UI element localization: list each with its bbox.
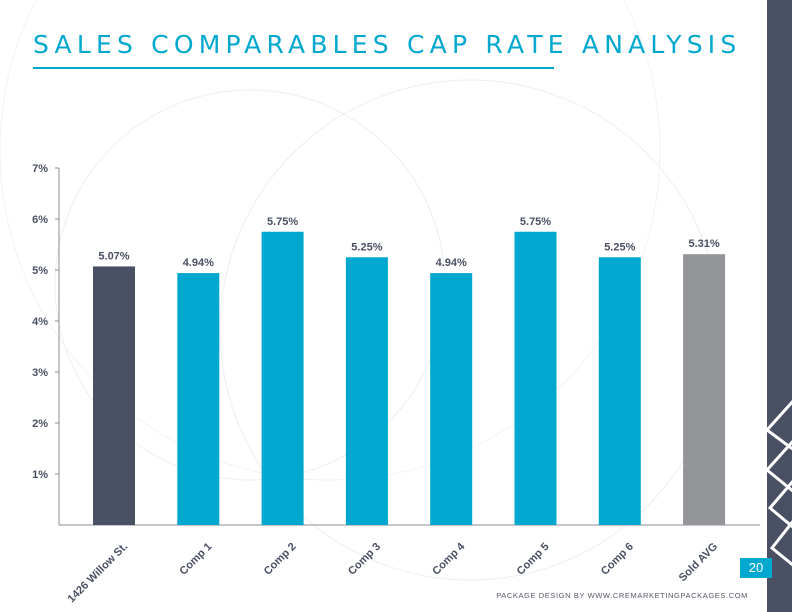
data-label: 5.75% xyxy=(267,216,298,228)
y-tick-label: 6% xyxy=(32,214,48,226)
chart-bars xyxy=(93,231,726,525)
x-tick-label: Comp 3 xyxy=(346,541,383,578)
bar-1426-willow-st xyxy=(93,266,135,525)
y-tick-label: 3% xyxy=(32,367,48,379)
y-tick-label: 2% xyxy=(32,418,48,430)
data-label: 5.31% xyxy=(688,238,719,250)
y-tick-label: 1% xyxy=(32,469,48,481)
bar-comp-5 xyxy=(514,231,557,525)
x-tick-label: Comp 2 xyxy=(262,541,299,578)
bar-comp-4 xyxy=(430,273,473,525)
x-tick-label: Comp 5 xyxy=(515,541,552,578)
x-tick-label: 1426 Willow St. xyxy=(66,541,131,606)
bar-comp-3 xyxy=(345,257,388,525)
y-tick-label: 4% xyxy=(32,316,48,328)
data-label: 5.07% xyxy=(98,250,129,262)
x-tick-label: Comp 4 xyxy=(430,540,468,578)
x-tick-label: Comp 1 xyxy=(177,541,214,578)
data-label: 5.25% xyxy=(351,241,382,253)
bar-comp-2 xyxy=(261,231,304,525)
bar-comp-1 xyxy=(177,273,220,525)
title-underline xyxy=(33,67,554,69)
data-label: 4.94% xyxy=(436,257,467,269)
bar-sold-avg xyxy=(683,254,726,525)
x-tick-label: Sold AVG xyxy=(677,541,720,584)
data-label: 5.75% xyxy=(520,216,551,228)
side-accent-bar xyxy=(767,0,792,612)
data-label: 5.25% xyxy=(604,241,635,253)
chevron-pattern-decoration xyxy=(767,399,792,567)
footer-credit: PACKAGE DESIGN BY WWW.CREMARKETINGPACKAG… xyxy=(496,591,748,600)
y-tick-label: 5% xyxy=(32,265,48,277)
x-tick-label: Comp 6 xyxy=(599,541,636,578)
chart-axes xyxy=(55,167,760,526)
y-tick-label: 7% xyxy=(32,163,48,175)
bar-comp-6 xyxy=(598,257,641,525)
page-number: 20 xyxy=(740,558,772,578)
data-label: 4.94% xyxy=(183,257,214,269)
page-title: SALES COMPARABLES CAP RATE ANALYSIS xyxy=(33,30,742,59)
